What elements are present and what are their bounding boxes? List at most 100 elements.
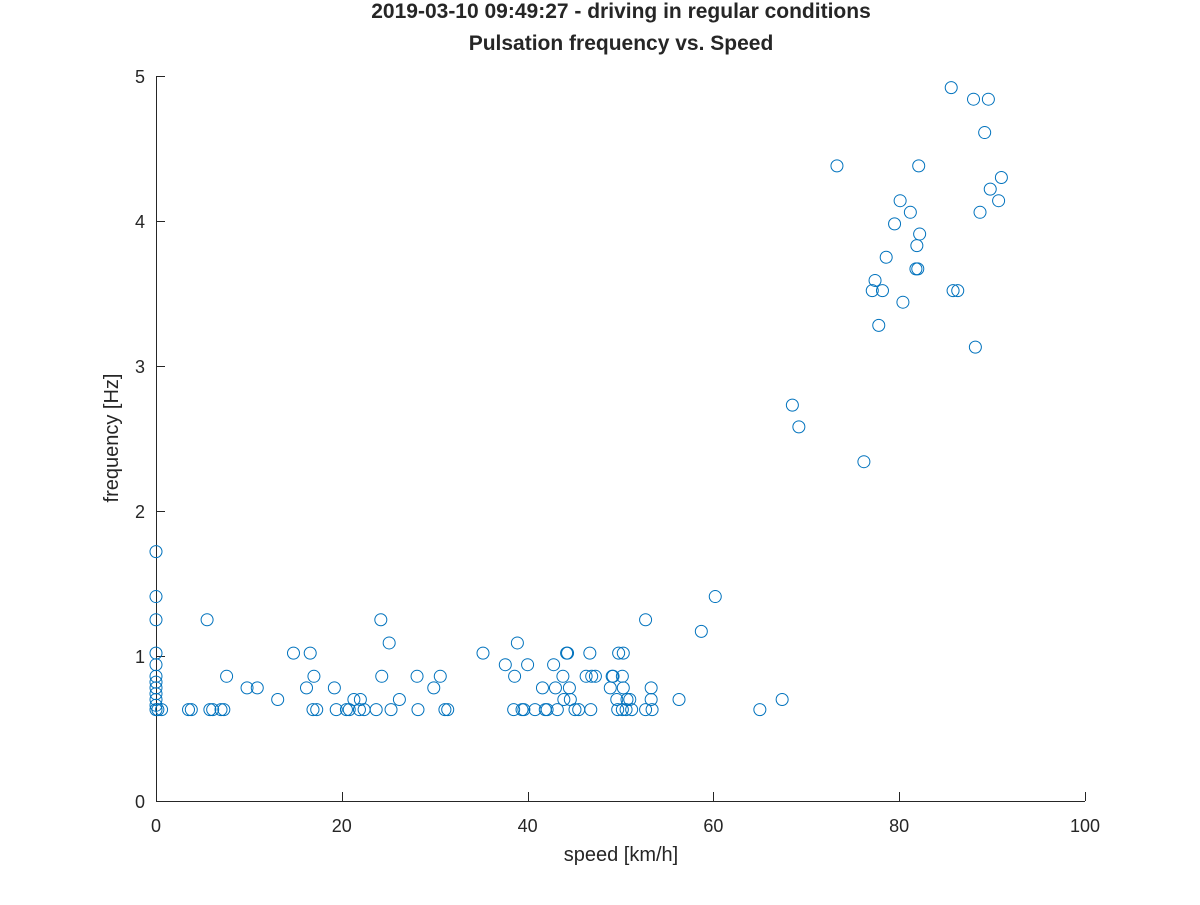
data-point <box>579 669 593 683</box>
data-point <box>913 227 927 241</box>
data-point <box>868 273 882 287</box>
data-point <box>433 669 447 683</box>
data-point <box>392 693 406 706</box>
data-point <box>585 669 599 683</box>
data-point <box>639 703 653 717</box>
data-point <box>903 205 917 219</box>
data-point <box>639 613 653 627</box>
data-point <box>240 681 254 695</box>
data-point <box>561 646 575 660</box>
data-point <box>352 703 366 717</box>
y-tick-label: 1 <box>135 647 145 667</box>
data-point <box>369 703 383 717</box>
y-tick-label: 0 <box>135 792 145 812</box>
data-point <box>879 250 893 264</box>
data-point <box>612 646 626 660</box>
data-point <box>203 703 217 717</box>
data-point <box>775 693 789 706</box>
data-point <box>303 646 317 660</box>
data-point <box>644 693 658 706</box>
data-point <box>286 646 300 660</box>
data-point <box>583 646 597 660</box>
data-point <box>875 284 889 298</box>
data-point <box>149 693 163 706</box>
data-point <box>310 703 324 717</box>
data-point <box>540 703 554 717</box>
data-point <box>694 624 708 638</box>
data-point <box>327 681 341 695</box>
data-point <box>992 194 1006 208</box>
data-point <box>411 703 425 717</box>
data-point <box>606 669 620 683</box>
data-point <box>149 613 163 627</box>
data-point <box>588 669 602 683</box>
data-point <box>206 703 220 717</box>
x-tick-label: 80 <box>889 816 909 836</box>
data-point <box>271 693 285 706</box>
data-point <box>944 81 958 95</box>
chart-title: 2019-03-10 09:49:27 - driving in regular… <box>371 0 871 23</box>
axes <box>156 76 1085 802</box>
data-point <box>872 318 886 332</box>
data-point <box>625 703 639 717</box>
data-point <box>427 681 441 695</box>
data-point <box>623 693 637 706</box>
x-tick-label: 60 <box>703 816 723 836</box>
data-point <box>610 693 624 706</box>
data-point <box>306 703 320 717</box>
data-point <box>507 703 521 717</box>
data-point <box>967 92 981 106</box>
x-axis-label: speed [km/h] <box>564 844 679 866</box>
data-point <box>893 194 907 208</box>
x-tick-label: 0 <box>151 816 161 836</box>
data-point <box>307 669 321 683</box>
chart-subtitle: Pulsation frequency vs. Speed <box>469 32 774 55</box>
data-point <box>329 703 343 717</box>
data-point <box>645 703 659 717</box>
data-point <box>616 646 630 660</box>
data-point <box>217 703 231 717</box>
data-point <box>753 703 767 717</box>
data-point <box>978 126 992 140</box>
data-point <box>149 545 163 559</box>
data-point <box>182 703 196 717</box>
data-point <box>151 703 165 717</box>
tick-labels: 0 20 40 60 80 100 0 1 2 3 4 5 <box>135 67 1100 836</box>
data-point <box>672 693 686 706</box>
data-point <box>983 182 997 196</box>
data-point <box>438 703 452 717</box>
data-point <box>441 703 455 717</box>
y-tick-label: 4 <box>135 212 145 232</box>
data-point <box>384 703 398 717</box>
data-point <box>374 613 388 627</box>
data-point <box>200 613 214 627</box>
data-point <box>557 693 571 706</box>
data-point <box>968 340 982 354</box>
data-point <box>708 590 722 604</box>
data-point <box>830 159 844 173</box>
data-point <box>476 646 490 660</box>
data-point <box>857 455 871 469</box>
data-point <box>865 284 879 298</box>
data-point <box>498 658 512 672</box>
data-point <box>155 703 169 717</box>
data-point <box>911 262 925 276</box>
data-point <box>250 681 264 695</box>
data-point <box>382 636 396 650</box>
data-point <box>912 159 926 173</box>
scatter-points <box>149 81 1008 717</box>
data-point <box>548 681 562 695</box>
data-point <box>375 669 389 683</box>
x-tick-label: 100 <box>1070 816 1100 836</box>
data-point <box>339 703 353 717</box>
data-point <box>347 693 361 706</box>
y-tick-label: 3 <box>135 357 145 377</box>
data-point <box>584 703 598 717</box>
data-point <box>410 669 424 683</box>
data-point <box>973 205 987 219</box>
data-point <box>510 636 524 650</box>
data-point <box>946 284 960 298</box>
data-point <box>981 92 995 106</box>
